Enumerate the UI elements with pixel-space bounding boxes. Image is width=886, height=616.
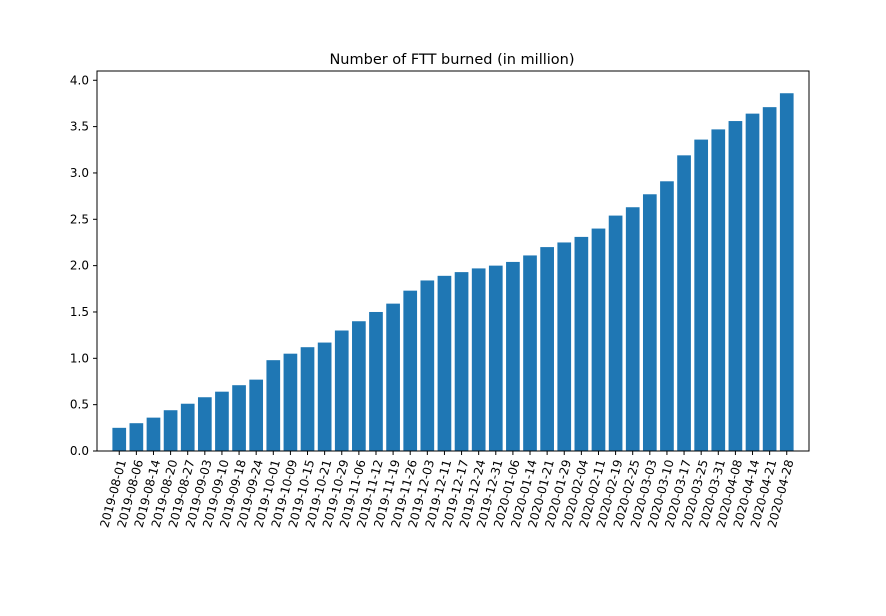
y-tick-label: 0.0	[70, 444, 89, 458]
bar-2019-08-27	[180, 403, 195, 451]
bar-2020-01-21	[540, 247, 554, 451]
bar-2020-02-04	[574, 236, 589, 451]
bar-2019-10-29	[334, 330, 349, 451]
bar-2019-12-31	[488, 265, 503, 451]
bar-2019-09-03	[197, 397, 212, 451]
bar-2019-11-26	[403, 290, 418, 451]
bar-2019-12-03	[420, 280, 435, 451]
bar-2019-08-14	[146, 417, 161, 451]
bar-2019-09-24	[249, 379, 264, 451]
bar-2020-03-10	[660, 181, 674, 452]
y-tick-label: 1.5	[70, 305, 89, 319]
bar-2020-01-14	[523, 255, 537, 451]
chart-title: Number of FTT burned (in million)	[329, 52, 574, 68]
bar-2020-02-19	[608, 215, 623, 451]
y-tick-label: 1.0	[70, 351, 89, 365]
y-axis: 0.0 0.5 1.0 1.5 2.0 2.5 3.0 3.5 4.0	[70, 73, 97, 458]
bar-2019-09-18	[232, 385, 246, 451]
plot-frame	[96, 70, 810, 452]
bar-2020-04-21	[762, 107, 777, 452]
bar-2020-01-29	[557, 242, 572, 451]
bar-2019-11-12	[369, 311, 383, 451]
bar-2020-03-17	[677, 155, 691, 451]
bars-layer	[112, 93, 794, 452]
bar-2019-10-21	[317, 342, 332, 451]
bar-2020-03-25	[694, 139, 709, 451]
bar-2019-11-06	[352, 321, 366, 451]
bar-2020-04-08	[728, 121, 743, 452]
bar-2020-02-11	[591, 228, 606, 451]
bar-2019-12-11	[437, 275, 452, 451]
bar-2019-09-10	[215, 391, 229, 451]
y-tick-label: 4.0	[70, 73, 89, 87]
bar-2019-10-01	[266, 360, 281, 451]
bar-2019-08-20	[163, 410, 178, 451]
bar-2020-02-25	[625, 207, 640, 451]
y-tick-label: 2.0	[70, 259, 89, 273]
bar-2019-10-09	[283, 353, 298, 451]
bar-2019-08-01	[112, 427, 127, 451]
y-tick-label: 0.5	[70, 398, 89, 412]
y-tick-label: 3.0	[70, 166, 89, 180]
y-tick-label: 3.5	[70, 120, 89, 134]
bar-2019-11-19	[386, 303, 400, 451]
bar-2020-03-31	[711, 129, 726, 451]
bar-2019-08-06	[129, 423, 144, 451]
bar-2019-10-15	[300, 347, 315, 451]
bar-2020-01-06	[506, 261, 520, 451]
bar-2020-04-14	[745, 113, 760, 451]
bar-2020-04-28	[779, 93, 794, 452]
bar-2020-03-03	[642, 194, 657, 451]
bar-2019-12-24	[471, 268, 486, 451]
x-axis: 2019-08-012019-08-062019-08-142019-08-20…	[97, 451, 797, 529]
y-tick-label: 2.5	[70, 212, 89, 226]
bar-2019-12-17	[454, 272, 469, 451]
